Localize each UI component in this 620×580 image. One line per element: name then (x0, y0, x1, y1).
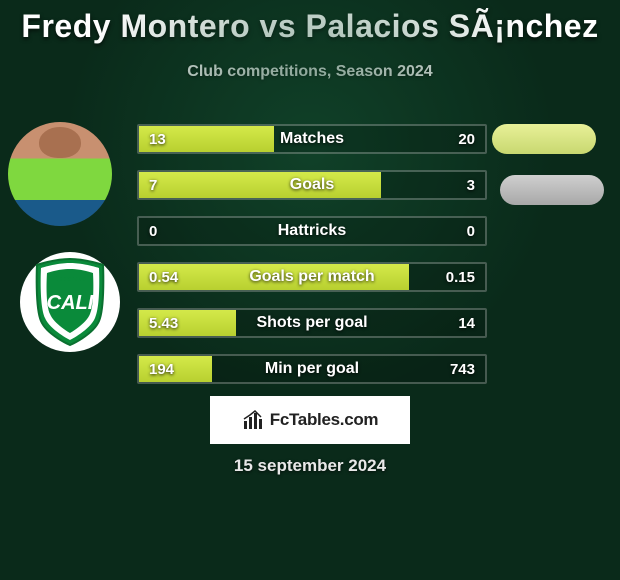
club-badge: Deportivo CALI (20, 252, 120, 352)
bar-fill-left (139, 172, 381, 198)
stat-bar: 73Goals (137, 170, 487, 200)
team-pill-player1 (492, 124, 596, 154)
bar-value-right: 0.15 (446, 264, 475, 290)
branding-text: FcTables.com (270, 410, 379, 430)
branding-chart-icon (242, 409, 264, 431)
svg-text:Deportivo: Deportivo (54, 276, 87, 283)
stat-bar: 5.4314Shots per goal (137, 308, 487, 338)
bar-value-left: 0 (149, 218, 157, 244)
bar-value-right: 14 (458, 310, 475, 336)
svg-text:CALI: CALI (47, 292, 94, 314)
stat-bar: 0 0Hattricks (137, 216, 487, 246)
bar-fill-left (139, 310, 236, 336)
branding-box: FcTables.com (210, 396, 410, 444)
page-title: Fredy Montero vs Palacios SÃ¡nchez (0, 0, 620, 45)
stat-bar: 1320Matches (137, 124, 487, 154)
bar-value-right: 20 (458, 126, 475, 152)
subtitle: Club competitions, Season 2024 (0, 63, 620, 81)
date-text: 15 september 2024 (0, 456, 620, 476)
player-photo-placeholder (8, 122, 112, 226)
bar-value-right: 3 (467, 172, 475, 198)
club-badge-shield: Deportivo CALI (31, 257, 109, 347)
stat-bar: 0.540.15Goals per match (137, 262, 487, 292)
team-pill-player2 (500, 175, 604, 205)
stat-bars-container: 1320Matches 73Goals 0 0Hattricks 0.540.15Goa… (137, 124, 487, 400)
bar-label: Hattricks (139, 218, 485, 244)
stat-bar: 194743Min per goal (137, 354, 487, 384)
bar-fill-left (139, 264, 409, 290)
player-photo-left (8, 122, 112, 226)
bar-value-right: 743 (450, 356, 475, 382)
bar-fill-left (139, 356, 212, 382)
bar-value-right: 0 (467, 218, 475, 244)
bar-fill-left (139, 126, 274, 152)
